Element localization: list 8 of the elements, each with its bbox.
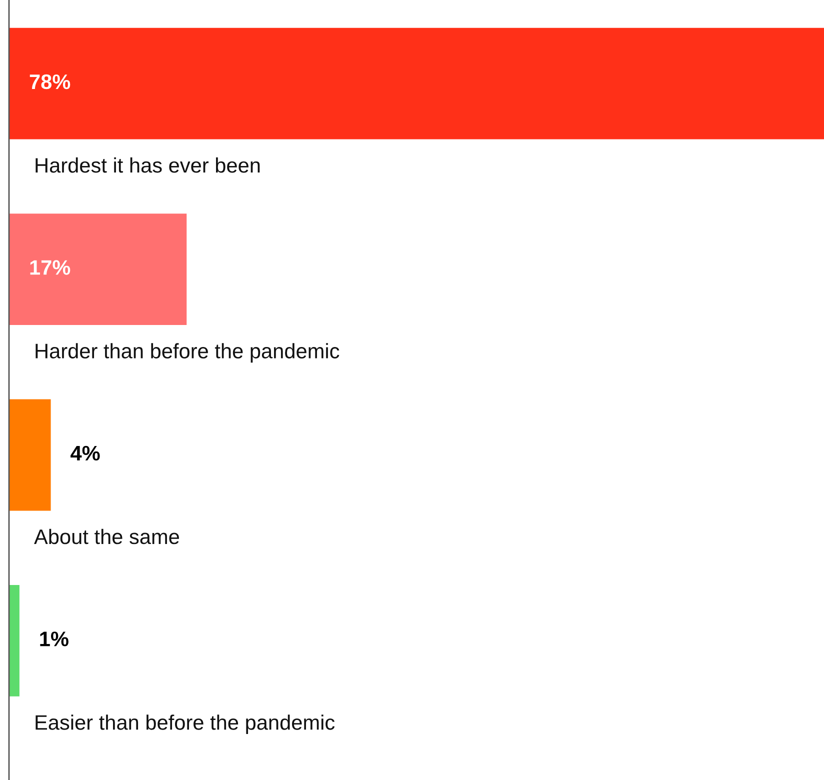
y-tick-label: About the same	[34, 528, 179, 544]
y-tick-label: Easier than before the pandemic	[36, 714, 335, 734]
data-label: 1%	[40, 632, 68, 646]
y-tick-label: Harder than before the pandemic	[36, 343, 340, 363]
data-label: 4%	[70, 446, 100, 461]
data-label: 78%	[30, 74, 70, 90]
y-tick-label: Hardest it has ever been	[36, 157, 260, 173]
data-label: 17%	[30, 260, 70, 275]
